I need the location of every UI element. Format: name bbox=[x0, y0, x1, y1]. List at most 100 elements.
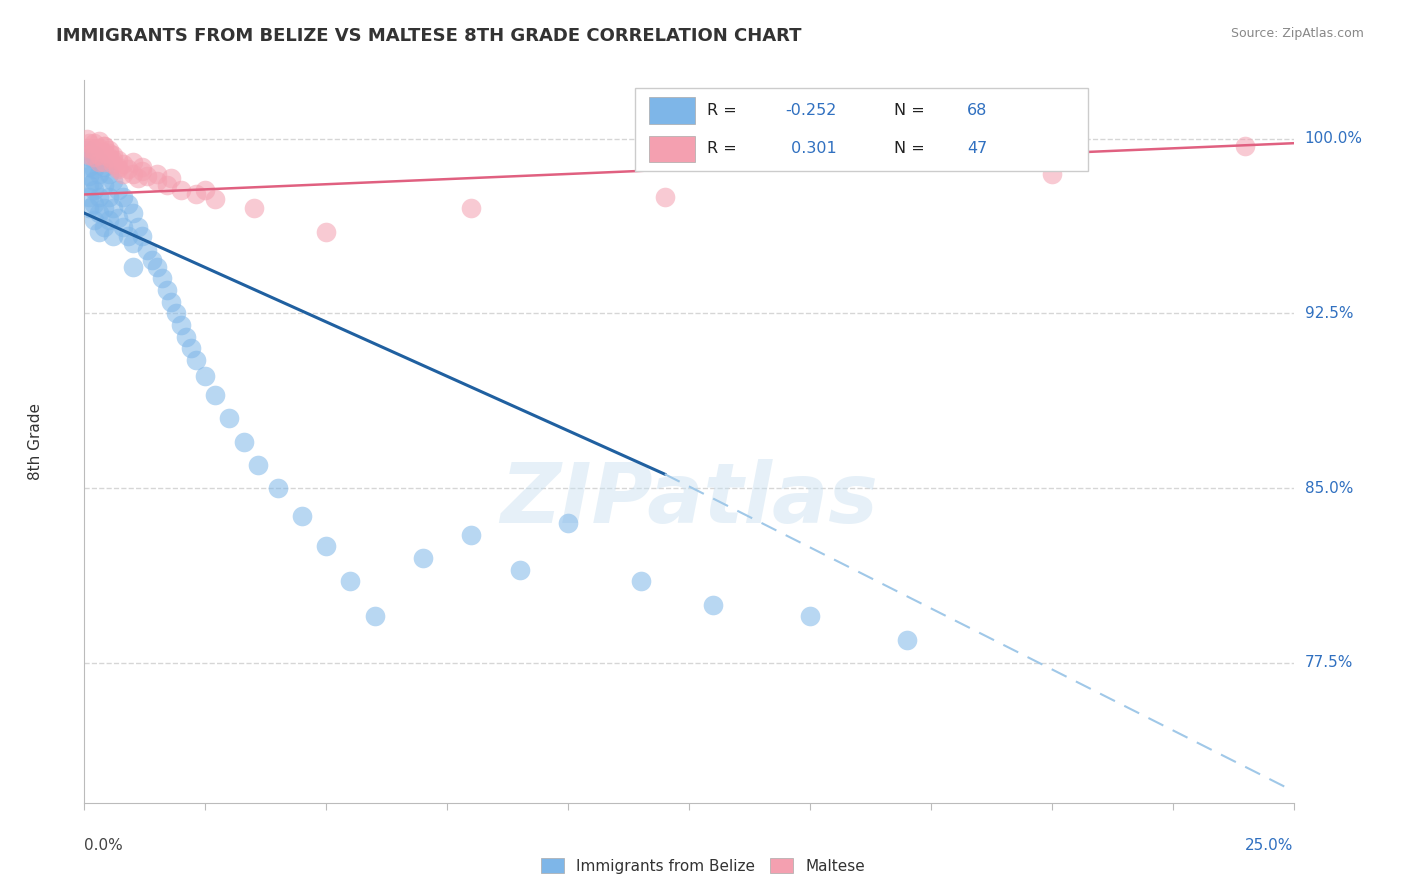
Point bbox=[97, 190, 120, 204]
Point bbox=[121, 260, 143, 274]
Text: 92.5%: 92.5% bbox=[1305, 306, 1353, 321]
Point bbox=[150, 271, 173, 285]
Point bbox=[83, 213, 105, 227]
Point bbox=[77, 178, 100, 193]
Point bbox=[77, 160, 100, 174]
Text: 85.0%: 85.0% bbox=[1305, 481, 1353, 496]
Text: 68: 68 bbox=[967, 103, 987, 119]
Text: R =: R = bbox=[707, 142, 742, 156]
Point bbox=[174, 329, 197, 343]
Text: 25.0%: 25.0% bbox=[1246, 838, 1294, 853]
Point bbox=[146, 260, 169, 274]
Point bbox=[87, 190, 110, 204]
Point bbox=[363, 609, 385, 624]
Point bbox=[103, 157, 125, 171]
Point bbox=[87, 154, 110, 169]
Point bbox=[103, 229, 125, 244]
Point bbox=[160, 171, 183, 186]
Point bbox=[83, 136, 105, 151]
Text: IMMIGRANTS FROM BELIZE VS MALTESE 8TH GRADE CORRELATION CHART: IMMIGRANTS FROM BELIZE VS MALTESE 8TH GR… bbox=[56, 27, 801, 45]
Point bbox=[97, 213, 120, 227]
Point bbox=[896, 632, 918, 647]
Point bbox=[460, 202, 482, 216]
Point bbox=[136, 169, 159, 183]
Point bbox=[77, 169, 100, 183]
Point bbox=[77, 148, 100, 162]
Point bbox=[83, 150, 105, 164]
Point bbox=[76, 131, 98, 145]
Point bbox=[557, 516, 579, 530]
Point bbox=[83, 183, 105, 197]
Text: N =: N = bbox=[894, 142, 931, 156]
Point bbox=[155, 283, 177, 297]
Point bbox=[117, 161, 139, 176]
Point bbox=[103, 202, 125, 216]
Point bbox=[107, 183, 129, 197]
Point bbox=[194, 183, 217, 197]
Point bbox=[121, 206, 143, 220]
Point bbox=[103, 153, 125, 167]
Point bbox=[654, 190, 676, 204]
Point bbox=[218, 411, 240, 425]
Point bbox=[204, 388, 226, 402]
Point bbox=[83, 143, 105, 157]
Point bbox=[107, 211, 129, 225]
Point bbox=[180, 341, 202, 355]
Point bbox=[76, 143, 98, 157]
Point bbox=[127, 220, 149, 235]
Text: 47: 47 bbox=[967, 142, 987, 156]
Point bbox=[112, 190, 135, 204]
Point bbox=[97, 167, 120, 181]
Point bbox=[127, 171, 149, 186]
Point bbox=[112, 157, 135, 171]
Point bbox=[93, 202, 115, 216]
Point bbox=[131, 164, 153, 178]
Point bbox=[103, 173, 125, 187]
Point bbox=[117, 196, 139, 211]
Text: -0.252: -0.252 bbox=[786, 103, 837, 119]
Point bbox=[83, 196, 105, 211]
Point bbox=[107, 153, 129, 167]
Point bbox=[155, 178, 177, 193]
Point bbox=[87, 206, 110, 220]
Text: 0.301: 0.301 bbox=[786, 142, 837, 156]
Point bbox=[460, 528, 482, 542]
Point bbox=[509, 563, 531, 577]
Point bbox=[77, 202, 100, 216]
Point bbox=[267, 481, 290, 495]
Point bbox=[83, 173, 105, 187]
Bar bbox=[650, 136, 695, 162]
Point bbox=[146, 167, 169, 181]
Point bbox=[87, 225, 110, 239]
Point bbox=[83, 148, 105, 162]
Bar bbox=[634, 87, 1088, 170]
Point bbox=[97, 145, 120, 160]
Point bbox=[112, 167, 135, 181]
Legend: Immigrants from Belize, Maltese: Immigrants from Belize, Maltese bbox=[534, 852, 872, 880]
Point bbox=[97, 150, 120, 164]
Point bbox=[194, 369, 217, 384]
Text: ZIPatlas: ZIPatlas bbox=[501, 458, 877, 540]
Text: R =: R = bbox=[707, 103, 742, 119]
Point bbox=[87, 141, 110, 155]
Point bbox=[93, 138, 115, 153]
Point bbox=[93, 154, 115, 169]
Text: N =: N = bbox=[894, 103, 931, 119]
Point bbox=[184, 353, 207, 368]
Text: 8th Grade: 8th Grade bbox=[28, 403, 44, 480]
Point bbox=[87, 167, 110, 181]
Point bbox=[170, 318, 193, 332]
Point bbox=[141, 252, 163, 267]
Point bbox=[702, 598, 724, 612]
Point bbox=[112, 220, 135, 235]
Point bbox=[315, 225, 337, 239]
Point bbox=[315, 540, 337, 554]
Point bbox=[131, 229, 153, 244]
Point bbox=[160, 294, 183, 309]
Point bbox=[103, 148, 125, 162]
Point bbox=[87, 154, 110, 169]
Point bbox=[93, 160, 115, 174]
Point bbox=[93, 138, 115, 153]
Point bbox=[630, 574, 652, 589]
Point bbox=[107, 161, 129, 176]
